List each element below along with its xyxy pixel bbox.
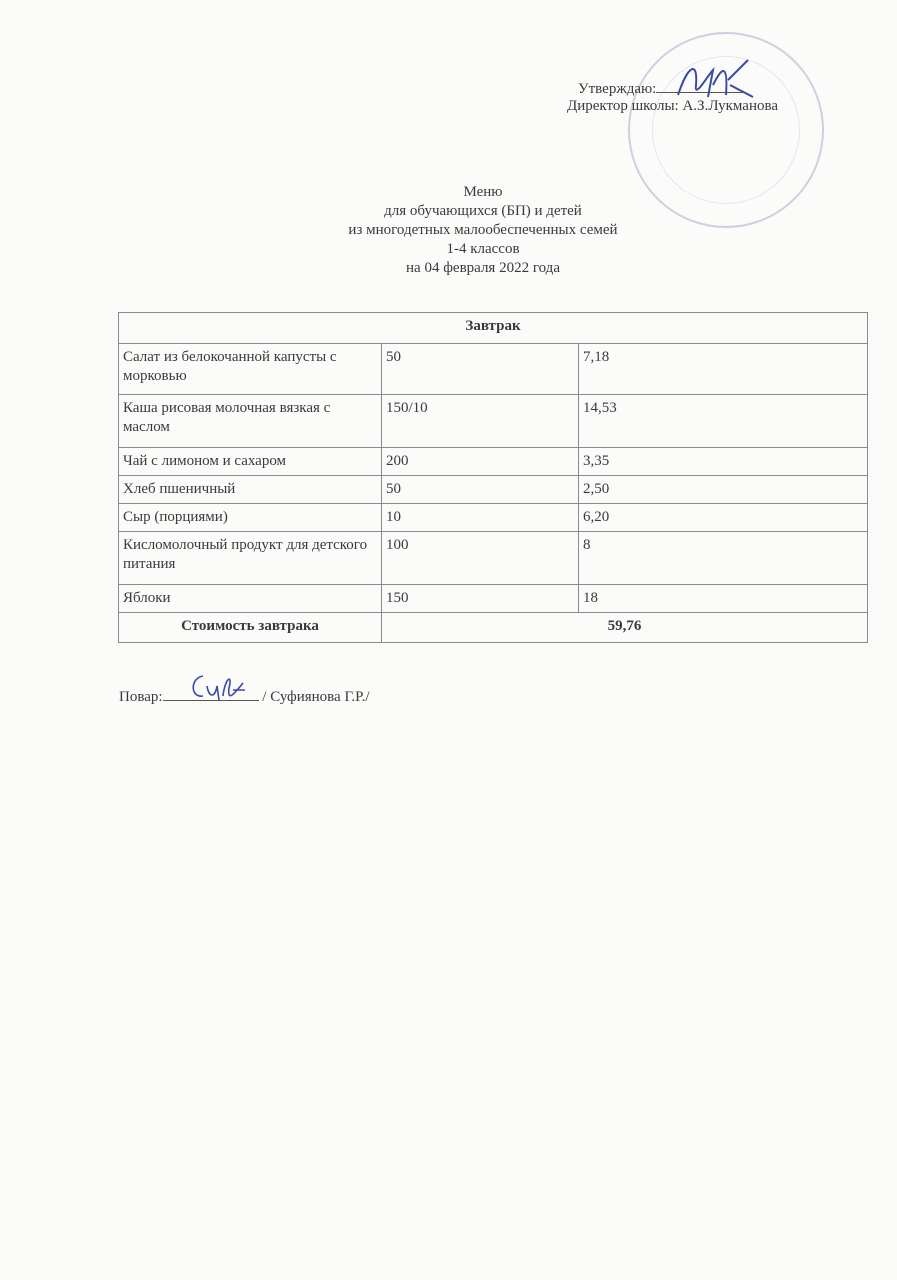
portion-cell: 50 <box>381 475 579 504</box>
cook-signature-line: Повар: / Суфиянова Г.Р./ <box>119 686 370 706</box>
price-cell: 3,35 <box>578 447 868 476</box>
approval-line: Утверждаю: <box>578 78 745 99</box>
table-row: Чай с лимоном и сахаром 200 3,35 <box>118 447 868 476</box>
table-row: Хлеб пшеничный 50 2,50 <box>118 475 868 504</box>
price-cell: 14,53 <box>578 394 868 448</box>
menu-table: Завтрак Салат из белокочанной капусты с … <box>118 312 868 643</box>
title-line: для обучающихся (БП) и детей <box>384 203 582 219</box>
portion-cell: 10 <box>381 503 579 532</box>
table-row: Салат из белокочанной капусты с морковью… <box>118 343 868 395</box>
signature-line <box>656 78 745 93</box>
price-cell: 7,18 <box>578 343 868 395</box>
approve-label: Утверждаю: <box>578 81 657 97</box>
total-value: 59,76 <box>381 612 868 643</box>
school-stamp <box>628 32 824 228</box>
title-line: из многодетных малообеспеченных семей <box>348 222 618 238</box>
portion-cell: 200 <box>381 447 579 476</box>
price-cell: 6,20 <box>578 503 868 532</box>
portion-cell: 150 <box>381 584 579 613</box>
signature-line <box>162 686 259 701</box>
dish-cell: Салат из белокочанной капусты с морковью <box>118 343 382 395</box>
title-line: Меню <box>463 184 503 200</box>
table-row: Яблоки 150 18 <box>118 584 868 613</box>
cook-signature <box>192 675 245 701</box>
dish-cell: Каша рисовая молочная вязкая с маслом <box>118 394 382 448</box>
title-line: на 04 февраля 2022 года <box>406 260 560 276</box>
section-header: Завтрак <box>118 312 868 344</box>
dish-cell: Чай с лимоном и сахаром <box>118 447 382 476</box>
portion-cell: 100 <box>381 531 579 585</box>
price-cell: 2,50 <box>578 475 868 504</box>
title-line: 1-4 классов <box>446 241 520 257</box>
price-cell: 18 <box>578 584 868 613</box>
document-title: Меню для обучающихся (БП) и детей из мно… <box>0 183 897 278</box>
price-cell: 8 <box>578 531 868 585</box>
table-row: Сыр (порциями) 10 6,20 <box>118 503 868 532</box>
table-row: Каша рисовая молочная вязкая с маслом 150… <box>118 394 868 448</box>
table-row: Кисломолочный продукт для детского питан… <box>118 531 868 585</box>
director-signature <box>677 59 754 98</box>
director-label: Директор школы: А.З.Лукманова <box>567 98 779 114</box>
total-row: Стоимость завтрака 59,76 <box>118 612 868 643</box>
cook-name: / Суфиянова Г.Р./ <box>262 689 370 705</box>
dish-cell: Яблоки <box>118 584 382 613</box>
cook-label: Повар: <box>119 689 163 705</box>
dish-cell: Сыр (порциями) <box>118 503 382 532</box>
portion-cell: 50 <box>381 343 579 395</box>
dish-cell: Хлеб пшеничный <box>118 475 382 504</box>
total-label: Стоимость завтрака <box>118 612 382 643</box>
dish-cell: Кисломолочный продукт для детского питан… <box>118 531 382 585</box>
portion-cell: 150/10 <box>381 394 579 448</box>
